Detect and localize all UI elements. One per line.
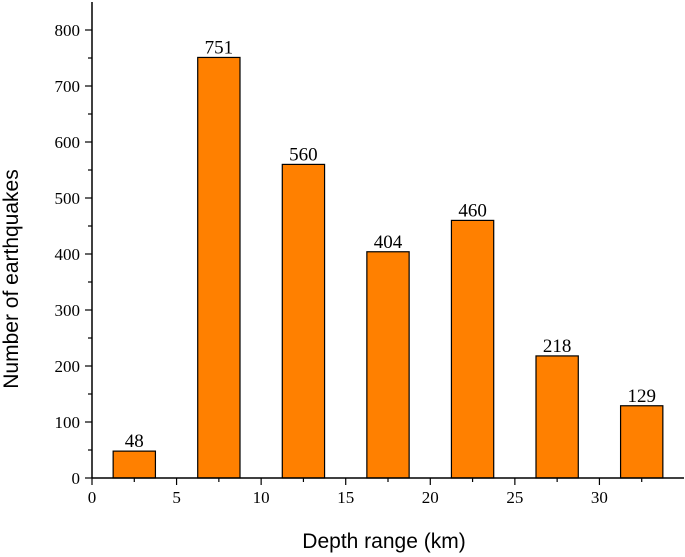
x-tick-label-6: 30 bbox=[591, 488, 608, 507]
data-label-1: 751 bbox=[205, 37, 234, 58]
x-tick-label-4: 20 bbox=[422, 488, 439, 507]
data-labels-group: 48 751 560 404 460 218 129 bbox=[125, 37, 656, 452]
x-tick-label-0: 0 bbox=[88, 488, 97, 507]
bar-0 bbox=[112, 450, 157, 479]
y-tick-label-8: 800 bbox=[55, 21, 81, 40]
data-label-5: 218 bbox=[543, 336, 572, 357]
y-tick-label-1: 100 bbox=[55, 413, 81, 432]
bars-group bbox=[112, 56, 664, 479]
bar-1 bbox=[197, 56, 241, 479]
bar-2 bbox=[281, 163, 326, 479]
x-tick-label-5: 25 bbox=[506, 488, 523, 507]
y-tick-label-7: 700 bbox=[55, 77, 81, 96]
y-tick-label-3: 300 bbox=[55, 301, 81, 320]
bar-5 bbox=[535, 355, 579, 479]
y-axis-title: Number of earthquakes bbox=[0, 169, 23, 388]
y-axis: 0 100 200 300 400 500 600 700 800 bbox=[55, 2, 93, 488]
data-label-3: 404 bbox=[374, 232, 403, 253]
data-label-2: 560 bbox=[289, 144, 318, 165]
x-tick-label-2: 10 bbox=[253, 488, 270, 507]
y-tick-label-0: 0 bbox=[72, 469, 81, 488]
x-tick-label-1: 5 bbox=[172, 488, 181, 507]
y-tick-label-4: 400 bbox=[55, 245, 81, 264]
data-label-6: 129 bbox=[627, 386, 656, 407]
data-label-4: 460 bbox=[458, 200, 487, 221]
x-axis-title: Depth range (km) bbox=[302, 530, 465, 553]
bar-6 bbox=[619, 405, 664, 479]
y-tick-label-2: 200 bbox=[55, 357, 81, 376]
bar-4 bbox=[450, 219, 495, 479]
x-tick-label-3: 15 bbox=[337, 488, 354, 507]
x-axis: 0 5 10 15 20 25 30 bbox=[88, 477, 684, 507]
y-tick-label-6: 600 bbox=[55, 133, 81, 152]
bar-3 bbox=[366, 251, 410, 479]
data-label-0: 48 bbox=[125, 431, 144, 452]
y-tick-label-5: 500 bbox=[55, 189, 81, 208]
